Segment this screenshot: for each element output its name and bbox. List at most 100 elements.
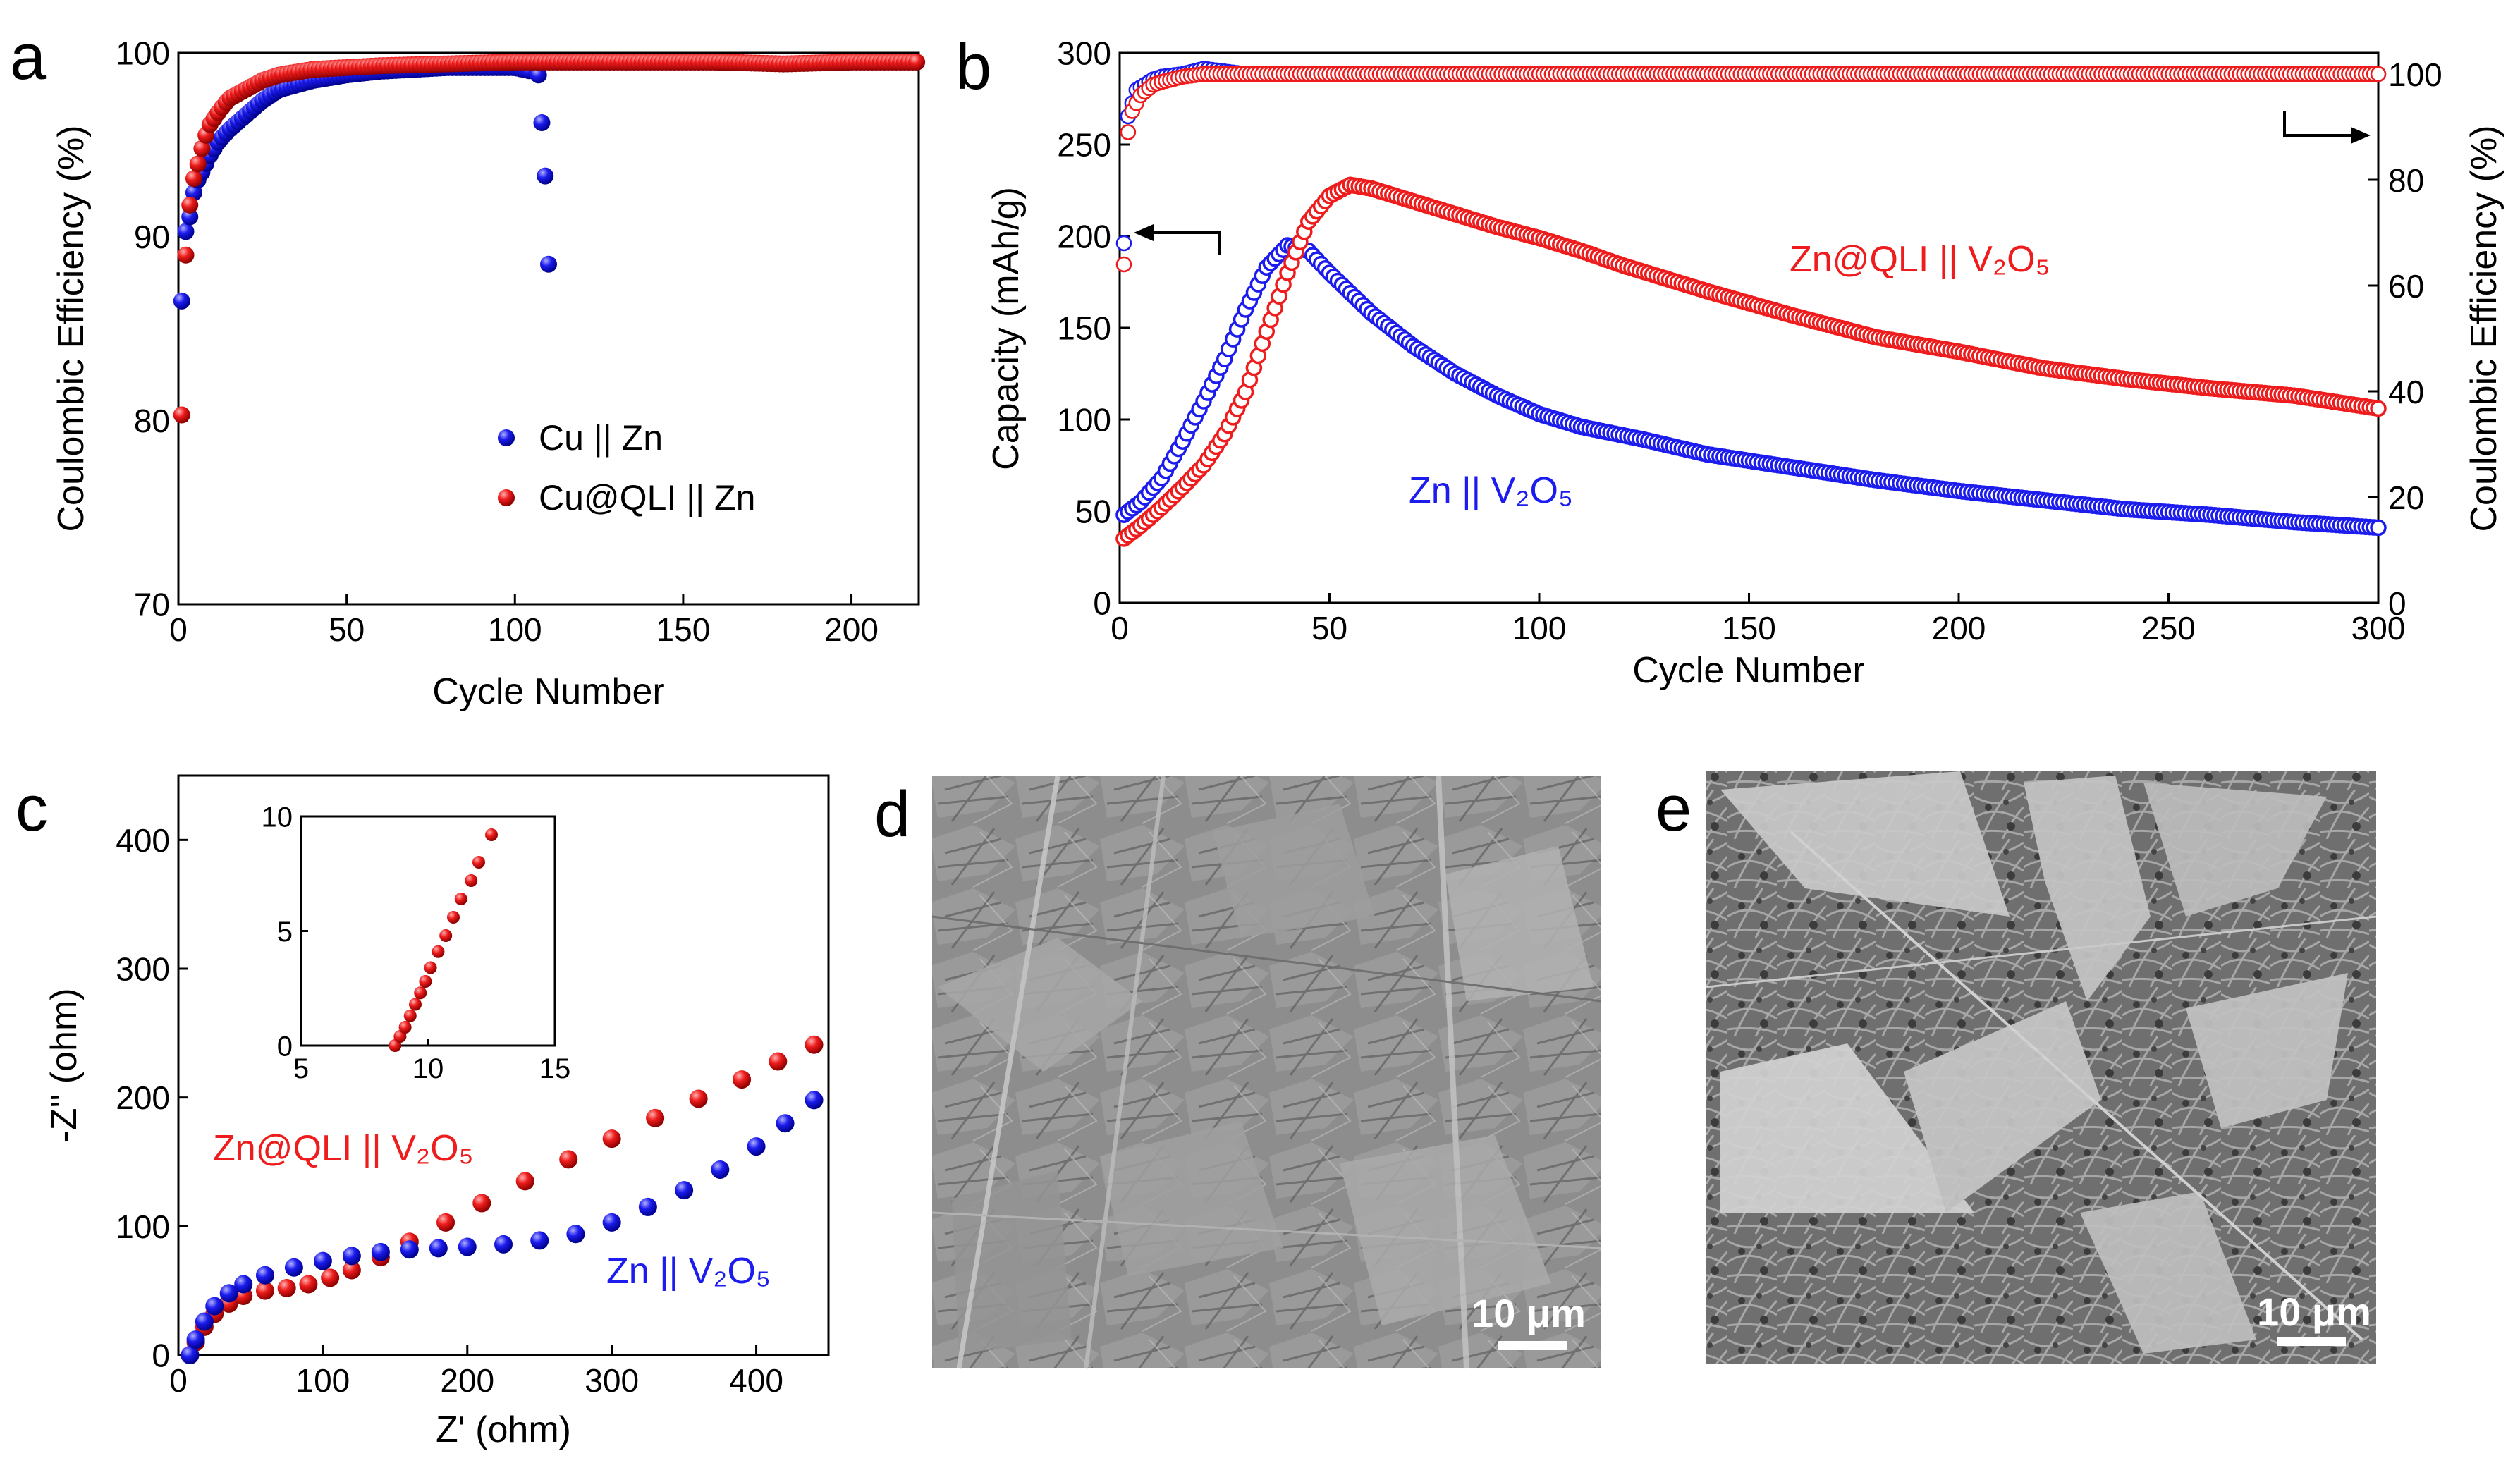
series-zn-nyquist-point <box>747 1137 766 1156</box>
chart-b-y2tick-label: 0 <box>2388 585 2406 622</box>
chart-b-ytick-label: 150 <box>1057 310 1111 347</box>
inset-point <box>447 911 460 924</box>
chart-c-xtick-label: 400 <box>729 1362 783 1399</box>
chart-b-y2label: Coulombic Efficiency (%) <box>2464 125 2504 532</box>
scale-bar-d-label: 10 μm <box>1472 1291 1586 1335</box>
scale-bar-e-label: 10 μm <box>2257 1290 2371 1334</box>
series-zn-nyquist-point <box>342 1247 361 1266</box>
inset-point <box>485 828 498 841</box>
series-zn-qli-nyquist-point <box>602 1129 621 1149</box>
chart-b-y2tick-label: 60 <box>2388 268 2424 305</box>
inset-point <box>403 1009 417 1022</box>
series-zn-qli-capacity-point <box>2370 400 2387 417</box>
chart-a-legend: Cu || Zn Cu@QLI || Zn <box>498 418 755 517</box>
series-zn-nyquist-point <box>313 1251 332 1270</box>
chart-c-inset-ytick-label: 10 <box>262 802 293 833</box>
series-cu-zn-point <box>540 255 557 273</box>
chart-b-ticks: 0 50 100 150 200 250 3000501001502002503000204… <box>1057 35 2442 647</box>
chart-a-xtick-label: 150 <box>656 611 711 648</box>
chart-b-ytick-label: 50 <box>1075 494 1111 530</box>
arrow-left-axis-icon <box>1149 231 1221 255</box>
chart-b-xtick-label: 300 <box>2351 610 2406 647</box>
chart-c-ytick-label: 100 <box>116 1208 170 1245</box>
series-cu-zn-point <box>537 167 554 185</box>
chart-b-y2tick-label: 20 <box>2388 479 2424 516</box>
chart-b-y2tick-label: 100 <box>2388 56 2442 93</box>
chart-b-ytick-label: 0 <box>1093 585 1111 622</box>
series-zn-nyquist-point <box>494 1235 513 1254</box>
chart-a-ytick-label: 100 <box>116 35 170 72</box>
chart-a-ytick-label: 70 <box>134 587 170 623</box>
series-zn-nyquist-point <box>458 1237 477 1256</box>
chart-b-points <box>1115 61 2387 547</box>
series-zn-qli-nyquist-point <box>559 1150 578 1169</box>
series-zn-qli-ce-point <box>2370 66 2387 82</box>
chart-b-ytick-label: 200 <box>1057 219 1111 255</box>
chart-c-inset-frame <box>300 815 556 1047</box>
series-cu-qli-zn-point <box>173 406 190 424</box>
chart-c-xtick-label: 0 <box>169 1362 188 1399</box>
chart-c-ytick-label: 200 <box>116 1079 170 1116</box>
chart-a-xtick-label: 0 <box>169 611 188 648</box>
chart-b-xtick-label: 150 <box>1722 610 1776 647</box>
chart-b-ytick-label: 250 <box>1057 127 1111 164</box>
series-zn-nyquist-point <box>371 1242 390 1261</box>
sem-image-d: 10 μm <box>931 776 1601 1369</box>
series-zn-qli-nyquist-point <box>321 1268 340 1287</box>
chart-a-ticks: 0 50 100 150 200 70 80 90 100 <box>116 35 879 648</box>
chart-c-inset-ytick-label: 5 <box>277 917 293 948</box>
chart-a: 0 50 100 150 200 70 80 90 100 Cycle Number Coulo… <box>51 35 926 712</box>
chart-b-ytick-label: 100 <box>1057 402 1111 439</box>
series-zn-nyquist-point <box>805 1091 824 1110</box>
series-zn-qli-nyquist-point <box>472 1194 491 1213</box>
arrow-right-axis-head-icon <box>2351 127 2371 144</box>
inset-point <box>414 986 427 1000</box>
inset-point <box>472 856 485 869</box>
series-zn-nyquist-point <box>602 1213 621 1232</box>
chart-b-y2tick-label: 40 <box>2388 374 2424 410</box>
chart-a-xlabel: Cycle Number <box>432 671 664 712</box>
chart-a-ytick-label: 80 <box>134 403 170 439</box>
chart-b-xtick-label: 250 <box>2141 610 2196 647</box>
panel-letter-c: c <box>16 773 48 845</box>
series-cu-zn-point <box>181 208 199 226</box>
series-zn-qli-nyquist-point <box>436 1213 455 1232</box>
chart-a-frame <box>177 51 920 606</box>
inset-point <box>439 929 453 942</box>
panel-letter-b: b <box>955 31 991 103</box>
series-zn-qli-nyquist-point <box>689 1089 708 1108</box>
series-zn-nyquist-point <box>400 1240 419 1259</box>
series-zn-nyquist-point <box>776 1114 795 1133</box>
series-zn-qli-nyquist-point <box>805 1035 824 1054</box>
arrow-right-axis-icon <box>2283 111 2355 137</box>
chart-a-points <box>173 54 926 424</box>
chart-a-xtick-label: 50 <box>329 611 365 648</box>
series-zn-qli-nyquist-point <box>299 1275 318 1294</box>
series-zn-nyquist-point <box>284 1258 303 1277</box>
series-cu-qli-zn-point <box>189 155 207 173</box>
inset-point <box>454 893 467 905</box>
chart-c-xtick-label: 300 <box>585 1362 639 1399</box>
legend-label-cu-zn: Cu || Zn <box>539 418 663 458</box>
legend-label-cuqli-zn: Cu@QLI || Zn <box>539 478 755 517</box>
chart-b-xtick-label: 100 <box>1512 610 1567 647</box>
series-zn-qli-nyquist-point <box>646 1108 665 1127</box>
series-zn-nyquist-point <box>711 1160 730 1179</box>
chart-b-xtick-label: 200 <box>1932 610 1986 647</box>
chart-c-ytick-label: 400 <box>116 822 170 859</box>
chart-b-xtick-label: 0 <box>1111 610 1129 647</box>
legend-marker-cuqli-zn <box>498 489 515 506</box>
panel-letter-d: d <box>874 778 910 850</box>
series-zn-nyquist-point <box>205 1297 224 1316</box>
inset-point <box>432 945 445 958</box>
sem-image-e-features <box>1706 771 2377 1354</box>
series-cu-qli-zn-point <box>193 140 211 157</box>
series-zn-qli-nyquist-point <box>342 1261 361 1280</box>
series-zn-nyquist-point <box>195 1312 214 1331</box>
series-zn-nyquist-point <box>675 1181 694 1200</box>
series-cu-zn-point <box>173 292 190 310</box>
chart-b-xtick-label: 50 <box>1311 610 1347 647</box>
